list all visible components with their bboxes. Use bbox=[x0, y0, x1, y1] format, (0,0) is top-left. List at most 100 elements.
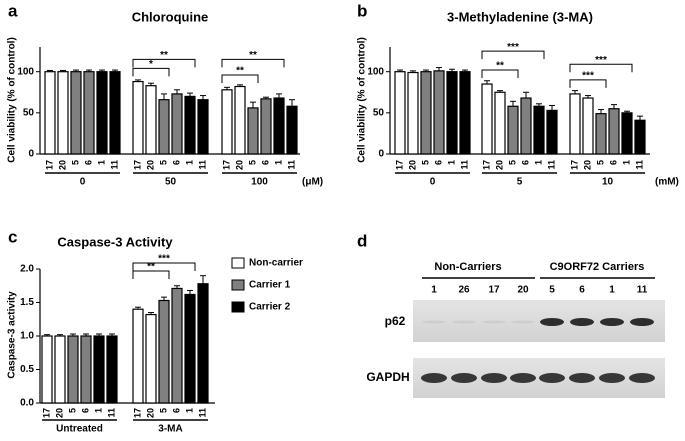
band bbox=[629, 373, 655, 383]
x-tick-label: 17 bbox=[44, 160, 54, 170]
legend-label: Carrier 1 bbox=[249, 280, 291, 291]
band bbox=[539, 373, 565, 383]
significance-bracket bbox=[481, 69, 519, 79]
x-tick-label: 17 bbox=[394, 160, 404, 170]
significance-bracket bbox=[132, 270, 170, 280]
y-axis-label: Cell viability (% of control) bbox=[7, 37, 18, 163]
bar bbox=[44, 71, 56, 155]
x-tick-label: 17 bbox=[132, 408, 142, 418]
x-tick-label: 5 bbox=[420, 160, 430, 165]
x-tick-label: 17 bbox=[132, 160, 142, 170]
legend-swatch bbox=[231, 257, 245, 269]
bar bbox=[197, 283, 209, 404]
bar bbox=[158, 99, 170, 155]
bar bbox=[109, 71, 121, 155]
bar bbox=[106, 335, 118, 404]
group-label: 10 bbox=[602, 177, 614, 188]
bar bbox=[234, 85, 246, 155]
x-tick-label: 6 bbox=[608, 160, 618, 165]
bar bbox=[145, 85, 157, 155]
legend-label: Non-carrier bbox=[249, 258, 303, 269]
y-tick-label: 100 bbox=[17, 66, 34, 77]
y-tick-label: 0.5 bbox=[20, 364, 34, 375]
x-tick-label: 11 bbox=[546, 160, 556, 170]
bar bbox=[171, 287, 183, 404]
y-tick-label: 100 bbox=[367, 66, 384, 77]
y-tick-label: 2.0 bbox=[20, 264, 34, 275]
x-tick-label: 20 bbox=[234, 160, 244, 170]
significance-label: ** bbox=[236, 66, 244, 77]
lane-label: 1 bbox=[609, 285, 615, 296]
bar bbox=[507, 105, 519, 155]
lane-label: 20 bbox=[517, 285, 529, 296]
bar bbox=[407, 71, 419, 155]
blot-row-label: GAPDH bbox=[366, 370, 409, 384]
x-tick-label: 11 bbox=[634, 160, 644, 170]
x-tick-label: 11 bbox=[286, 160, 296, 170]
legend-swatch bbox=[231, 301, 245, 313]
y-tick-label: 1.5 bbox=[20, 297, 34, 308]
significance-label: *** bbox=[582, 71, 594, 82]
bar bbox=[41, 335, 53, 404]
significance-label: ** bbox=[147, 262, 155, 273]
x-tick-label: 11 bbox=[197, 408, 207, 418]
significance-bracket bbox=[221, 58, 285, 68]
bar bbox=[145, 313, 157, 404]
x-tick-label: 6 bbox=[171, 160, 181, 165]
legend-swatch bbox=[231, 279, 245, 291]
bar bbox=[634, 119, 646, 155]
bar bbox=[221, 89, 233, 155]
x-tick-label: 6 bbox=[260, 160, 270, 165]
x-tick-label: 20 bbox=[494, 160, 504, 170]
blot-group: C9ORF72 Carriers bbox=[550, 261, 645, 273]
y-tick-label: 0 bbox=[28, 149, 34, 160]
group-label: 3-MA bbox=[158, 424, 182, 435]
x-tick-label: 1 bbox=[96, 160, 106, 165]
bar bbox=[132, 80, 144, 155]
x-tick-label: 1 bbox=[533, 160, 543, 165]
blot-strip bbox=[413, 300, 665, 342]
x-tick-label: 11 bbox=[106, 408, 116, 418]
bar bbox=[273, 97, 285, 155]
blot-row-label: p62 bbox=[385, 314, 406, 328]
bar bbox=[494, 91, 506, 155]
band bbox=[600, 318, 624, 326]
bar bbox=[533, 105, 545, 155]
bar bbox=[171, 93, 183, 155]
bar bbox=[247, 107, 259, 155]
bar bbox=[57, 71, 69, 155]
x-tick-label: 6 bbox=[80, 408, 90, 413]
panel-letter: d bbox=[357, 231, 367, 250]
y-axis-label: Cell viability (% of control) bbox=[357, 37, 368, 163]
x-tick-label: 1 bbox=[273, 160, 283, 165]
x-tick-label: 20 bbox=[145, 408, 155, 418]
unit-label: (mM) bbox=[655, 177, 679, 188]
x-tick-label: 17 bbox=[221, 160, 231, 170]
bar bbox=[446, 71, 458, 155]
bar bbox=[286, 105, 298, 155]
significance-label: *** bbox=[158, 254, 170, 265]
band bbox=[510, 373, 536, 383]
band bbox=[570, 318, 594, 326]
bar bbox=[394, 71, 406, 155]
significance-label: ** bbox=[249, 50, 257, 61]
significance-label: *** bbox=[507, 42, 519, 53]
y-axis-label: Caspase-3 activity bbox=[7, 291, 18, 379]
bar bbox=[54, 335, 66, 404]
bar bbox=[83, 71, 95, 155]
bar bbox=[132, 308, 144, 404]
chart-title: 3-Methyladenine (3-MA) bbox=[447, 9, 593, 24]
lane-label: 5 bbox=[549, 285, 555, 296]
band bbox=[482, 320, 506, 324]
band bbox=[569, 373, 595, 383]
x-tick-label: 20 bbox=[582, 160, 592, 170]
x-tick-label: 11 bbox=[109, 160, 119, 170]
x-tick-label: 6 bbox=[520, 160, 530, 165]
bar bbox=[459, 71, 471, 155]
x-tick-label: 5 bbox=[158, 160, 168, 165]
x-tick-label: 20 bbox=[54, 408, 64, 418]
x-tick-label: 5 bbox=[70, 160, 80, 165]
x-tick-label: 5 bbox=[507, 160, 517, 165]
x-tick-label: 17 bbox=[569, 160, 579, 170]
